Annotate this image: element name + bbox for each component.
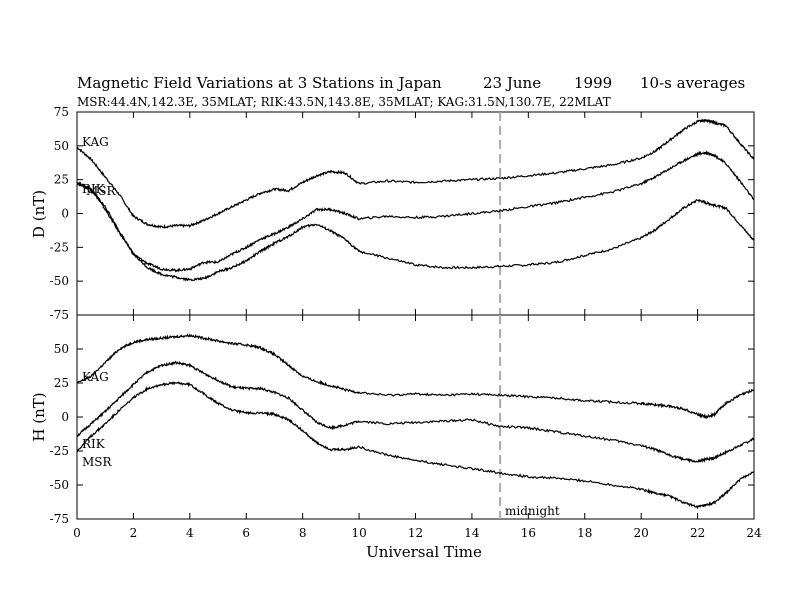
x-tick-label: 22 [690,526,705,540]
year-label: 1999 [574,74,612,92]
d-series-msr [76,182,755,282]
d-y-tick-label: 25 [54,173,69,187]
d-y-tick-label: -25 [50,240,69,254]
x-axis-label: Universal Time [366,543,482,561]
h-panel-frame [76,314,755,520]
h-series-kag [76,333,755,420]
d-label-kag: KAG [82,135,109,149]
x-tick-label: 12 [408,526,423,540]
x-tick-label: 14 [464,526,480,540]
d-series-rik [76,150,755,273]
x-tick-label: 18 [577,526,592,540]
h-label-msr: MSR [82,455,113,469]
h-y-axis-label: H (nT) [30,392,48,441]
h-y-ticks: 50 25 0 -25 -50 -75 [50,342,754,526]
h-y-tick-label: -25 [50,444,69,458]
d-series-kag [76,118,755,229]
date-label: 23 June [483,74,541,92]
d-panel-frame [76,111,755,316]
h-series-rik [76,360,755,464]
d-y-tick-label: 50 [54,139,69,153]
x-tick-label: 16 [521,526,536,540]
h-y-tick-label: -75 [50,512,69,526]
d-panel: 75 50 25 0 -25 -50 -75 KAG RIK MSR D (nT) [30,105,755,322]
x-tick-label: 2 [130,526,138,540]
h-y-tick-label: 25 [54,376,69,390]
d-y-tick-label: -75 [50,308,69,322]
x-tick-label: 6 [242,526,250,540]
averaging-label: 10-s averages [640,74,745,92]
h-x-ticks: 0 2 4 6 8 10 12 14 16 18 20 22 24 [73,315,762,540]
h-label-kag: KAG [82,370,109,384]
d-series-group [76,118,755,282]
h-y-tick-label: -50 [50,478,69,492]
h-label-rik: RIK [82,437,106,451]
x-tick-label: 4 [186,526,194,540]
d-y-axis-label: D (nT) [30,190,48,238]
h-series-msr [76,381,755,510]
x-tick-label: 8 [299,526,307,540]
x-tick-label: 20 [634,526,649,540]
midnight-label: midnight [505,504,560,518]
stations-subtitle: MSR:44.4N,142.3E, 35MLAT; RIK:43.5N,143.… [77,95,611,109]
d-y-tick-label: 0 [61,207,69,221]
x-tick-label: 0 [73,526,81,540]
x-tick-label: 10 [351,526,366,540]
figure-title: Magnetic Field Variations at 3 Stations … [77,74,442,92]
x-tick-label: 24 [746,526,762,540]
d-y-tick-label: -50 [50,274,69,288]
d-y-ticks: 75 50 25 0 -25 -50 -75 [50,105,755,322]
d-label-msr: MSR [86,184,117,198]
d-y-tick-label: 75 [54,105,69,119]
h-y-tick-label: 50 [54,342,69,356]
h-series-group [76,333,755,510]
h-y-tick-label: 0 [61,410,69,424]
d-label-rik: RIK [82,182,106,196]
